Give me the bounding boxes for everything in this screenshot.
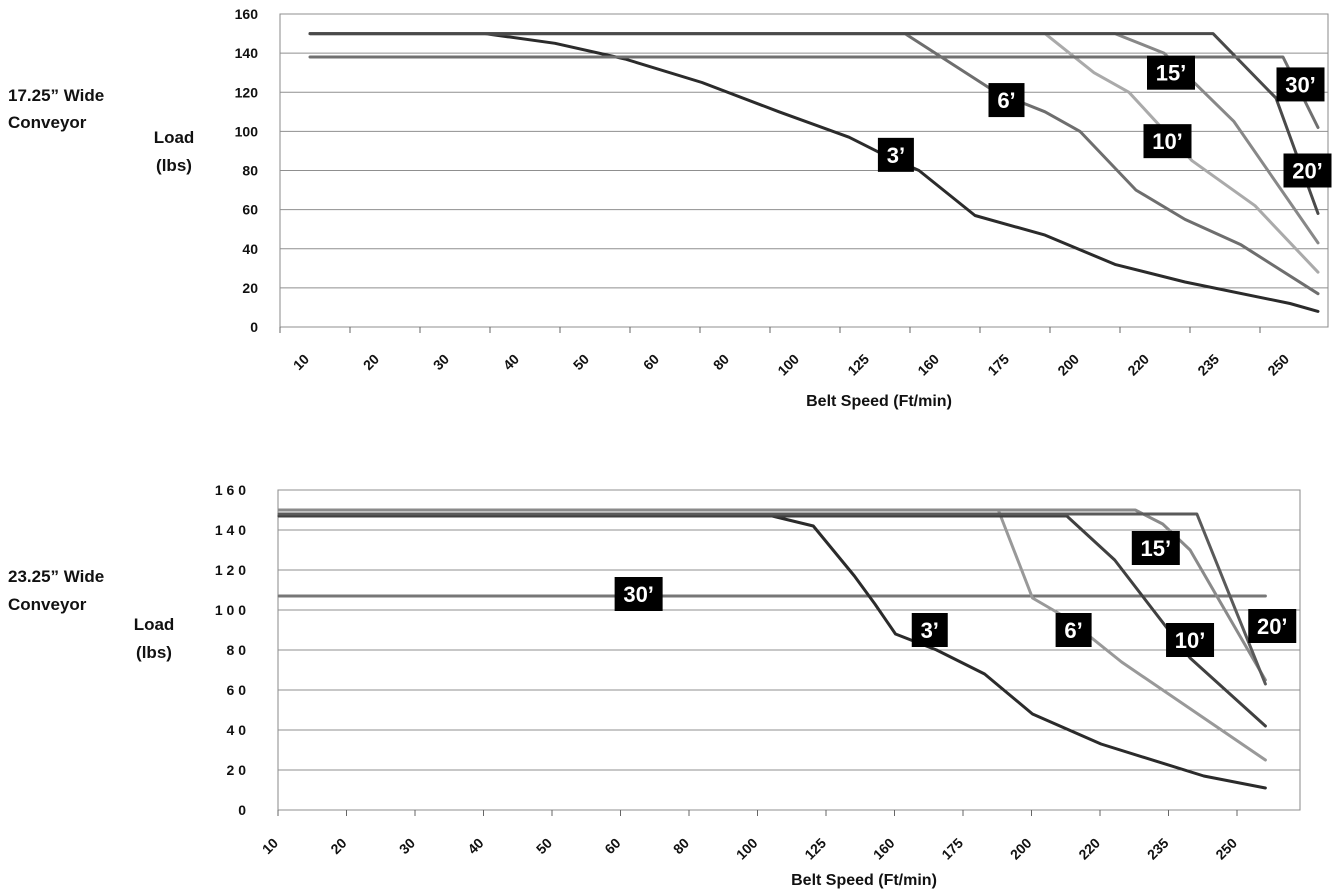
x-tick-label: 125: [801, 835, 829, 863]
series-badge: 30’: [614, 577, 663, 611]
y-tick-label: 160: [235, 6, 259, 22]
series-badge: 20’: [1283, 153, 1332, 188]
x-tick-label: 60: [601, 835, 623, 857]
series-badge-label: 20’: [1292, 159, 1323, 184]
series-line: [308, 32, 1320, 296]
x-tick-label: 235: [1194, 351, 1222, 379]
conveyor-width-label: 23.25” Wide: [8, 567, 104, 586]
y-tick-label: 0: [238, 802, 246, 818]
y-tick-label: 100: [235, 123, 259, 139]
y-tick-label: 6 0: [227, 682, 247, 698]
x-tick-label: 220: [1075, 835, 1103, 863]
x-tick-label: 10: [259, 835, 281, 857]
x-tick-label: 20: [327, 835, 349, 857]
y-tick-label: 60: [242, 202, 258, 218]
conveyor-label: Conveyor: [8, 595, 87, 614]
series-badge-label: 6’: [1064, 618, 1082, 643]
series-badge-label: 3’: [887, 143, 905, 168]
series-badge-label: 6’: [997, 88, 1015, 113]
x-axis-title: Belt Speed (Ft/min): [791, 872, 937, 889]
series-line: [277, 508, 1267, 762]
series-badge-label: 15’: [1141, 536, 1172, 561]
x-tick-label: 30: [430, 351, 452, 373]
series-badge: 10’: [1143, 124, 1192, 159]
series-badge: 6’: [1055, 613, 1092, 647]
series-line: [277, 512, 1267, 790]
y-axis-unit: (lbs): [156, 156, 192, 175]
series-badge-label: 10’: [1175, 628, 1206, 653]
series-badge: 10’: [1166, 623, 1215, 657]
series-badge: 20’: [1248, 609, 1297, 643]
x-tick-label: 200: [1007, 835, 1035, 863]
x-tick-label: 20: [360, 351, 382, 373]
y-tick-label: 120: [235, 84, 259, 100]
x-tick-label: 200: [1054, 351, 1082, 379]
series-badge-label: 3’: [921, 618, 939, 643]
x-tick-label: 30: [396, 835, 418, 857]
chart-2: 0 2 0 4 0 6 0 8 0 1 0 0 1 2 0 1 4 0 1 6 0 10 20 30 4…: [8, 482, 1301, 889]
x-tick-label: 250: [1264, 351, 1292, 379]
series-line: [277, 512, 1267, 686]
series-badge: 3’: [911, 613, 948, 647]
series-badge: 15’: [1131, 531, 1180, 565]
conveyor-label: Conveyor: [8, 113, 87, 132]
series-badge-label: 20’: [1257, 614, 1288, 639]
y-tick-label: 140: [235, 45, 259, 61]
x-tick-label: 235: [1144, 835, 1172, 863]
series-badge-label: 10’: [1152, 129, 1183, 154]
x-tick-label: 50: [533, 835, 555, 857]
x-tick-label: 10: [290, 351, 312, 373]
y-tick-label: 20: [242, 280, 258, 296]
series-badge: 3’: [877, 137, 914, 172]
conveyor-width-label: 17.25” Wide: [8, 86, 104, 105]
x-axis-title: Belt Speed (Ft/min): [806, 393, 952, 410]
x-tick-label: 160: [914, 351, 942, 379]
x-tick-label: 175: [984, 351, 1012, 379]
x-tick-label: 220: [1124, 351, 1152, 379]
series-badge-label: 30’: [1285, 72, 1316, 97]
y-axis-title: Load: [134, 615, 175, 634]
x-tick-label: 40: [500, 351, 522, 373]
y-tick-label: 1 0 0: [215, 602, 246, 618]
chart-1: 0 20 40 60 80 100 120 140 160 10 20 30 40 50 60 80 100 12…: [8, 6, 1332, 410]
x-tick-label: 175: [938, 835, 966, 863]
x-tick-label: 100: [774, 351, 802, 379]
x-tick-label: 60: [640, 351, 662, 373]
x-tick-label: 250: [1212, 835, 1240, 863]
y-tick-label: 4 0: [227, 722, 247, 738]
x-tick-label: 80: [710, 351, 732, 373]
series-badge: 30’: [1276, 67, 1325, 102]
x-tick-label: 100: [733, 835, 761, 863]
x-tick-label: 160: [870, 835, 898, 863]
x-tick-label: 40: [464, 835, 486, 857]
x-tick-label: 125: [844, 351, 872, 379]
y-tick-label: 0: [250, 319, 258, 335]
y-tick-label: 1 4 0: [215, 522, 246, 538]
y-tick-label: 2 0: [227, 762, 247, 778]
x-tick-label: 80: [670, 835, 692, 857]
y-tick-label: 80: [242, 163, 258, 179]
y-tick-label: 8 0: [227, 642, 247, 658]
series-line: [308, 55, 1320, 129]
series-line: [277, 508, 1267, 682]
series-badge-label: 15’: [1156, 61, 1187, 86]
y-axis-title: Load: [154, 128, 195, 147]
series-badge: 15’: [1147, 55, 1195, 90]
y-tick-label: 1 6 0: [215, 482, 246, 498]
x-tick-label: 50: [570, 351, 592, 373]
series-badge: 6’: [988, 83, 1025, 118]
y-tick-label: 40: [242, 241, 258, 257]
y-tick-label: 1 2 0: [215, 562, 246, 578]
y-axis-unit: (lbs): [136, 643, 172, 662]
series-line: [277, 514, 1267, 728]
series-badge-label: 30’: [623, 582, 654, 607]
